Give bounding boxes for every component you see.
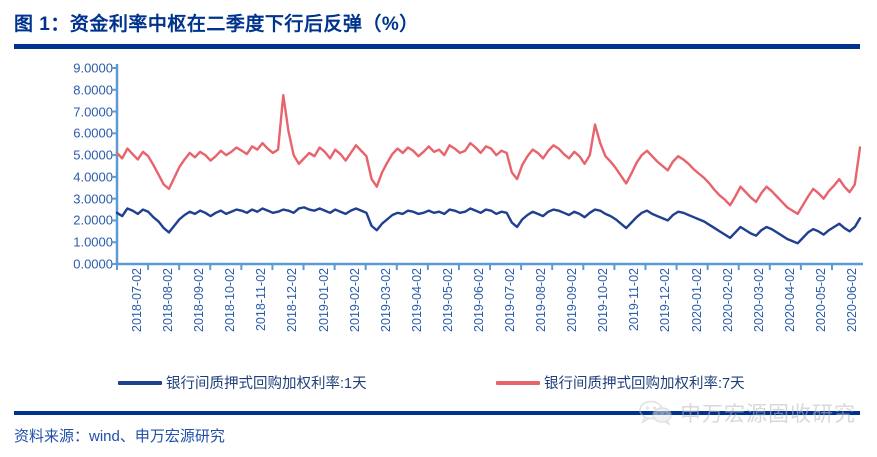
y-tick-label: 9.0000 — [73, 60, 113, 76]
figure-title: 图 1：资金利率中枢在二季度下行后反弹（%） — [14, 14, 419, 35]
series-line-2 — [115, 94, 862, 216]
x-tick-label: 2020-02-02 — [720, 268, 735, 332]
y-axis-tick-labels: 0.0000 1.0000 2.0000 3.0000 4.0000 5.0000 6.00… — [45, 55, 113, 272]
x-tick-label: 2019-08-02 — [534, 268, 549, 332]
x-tick-label: 2020-03-02 — [751, 268, 766, 332]
legend-label: 银行间质押式回购加权利率:1天 — [166, 376, 367, 392]
x-tick-label: 2018-07-02 — [130, 268, 144, 332]
y-tick-label: 0.0000 — [73, 256, 113, 272]
legend-label: 银行间质押式回购加权利率:7天 — [544, 376, 745, 392]
x-tick-label: 2019-11-02 — [627, 268, 642, 332]
x-tick-label: 2020-01-02 — [689, 268, 704, 332]
x-tick-label: 2019-04-02 — [409, 268, 424, 332]
x-tick-label: 2019-05-02 — [440, 268, 455, 332]
x-tick-label: 2018-12-02 — [285, 268, 300, 332]
y-tick-label: 1.0000 — [73, 234, 113, 250]
x-tick-label: 2018-10-02 — [223, 268, 238, 332]
x-tick-label: 2019-10-02 — [596, 268, 611, 332]
y-tick-label: 8.0000 — [73, 82, 113, 98]
x-tick-label: 2019-06-02 — [471, 268, 486, 332]
x-tick-label: 2019-12-02 — [658, 268, 673, 332]
x-tick-label: 2020-06-02 — [845, 268, 859, 332]
y-tick-label: 6.0000 — [73, 125, 113, 141]
x-tick-label: 2019-09-02 — [565, 268, 580, 332]
footer-divider-rule — [14, 411, 860, 415]
legend-color-swatch — [496, 380, 540, 385]
x-tick-label: 2018-11-02 — [254, 268, 269, 332]
x-tick-label: 2020-05-02 — [813, 268, 828, 332]
x-tick-label: 2019-01-02 — [316, 268, 331, 332]
x-tick-label: 2018-08-02 — [161, 268, 176, 332]
x-tick-label: 2019-07-02 — [503, 268, 518, 332]
legend-item-2[interactable]: 银行间质押式回购加权利率:7天 — [496, 372, 745, 393]
legend-color-swatch — [118, 380, 162, 385]
y-tick-label: 5.0000 — [73, 147, 113, 163]
y-tick-label: 4.0000 — [73, 169, 113, 185]
x-axis-tick-labels: 2018-07-02 2018-08-02 2018-09-02 2018-10-02… — [0, 268, 877, 358]
chart-svg — [112, 64, 863, 270]
series-line-1 — [115, 206, 862, 245]
y-tick-label: 2.0000 — [73, 212, 113, 228]
x-tick-label: 2019-02-02 — [347, 268, 362, 332]
legend-item-1[interactable]: 银行间质押式回购加权利率:1天 — [118, 372, 367, 393]
plot-area — [0, 55, 877, 270]
source-note: 资料来源：wind、申万宏源研究 — [14, 428, 225, 445]
x-tick-label: 2020-04-02 — [782, 268, 797, 332]
x-tick-label: 2018-09-02 — [192, 268, 207, 332]
y-tick-label: 7.0000 — [73, 104, 113, 120]
y-tick-label: 3.0000 — [73, 191, 113, 207]
x-tick-label: 2019-03-02 — [378, 268, 393, 332]
title-divider-rule — [14, 44, 860, 49]
chart-legend: 银行间质押式回购加权利率:1天 银行间质押式回购加权利率:7天 — [0, 372, 877, 398]
